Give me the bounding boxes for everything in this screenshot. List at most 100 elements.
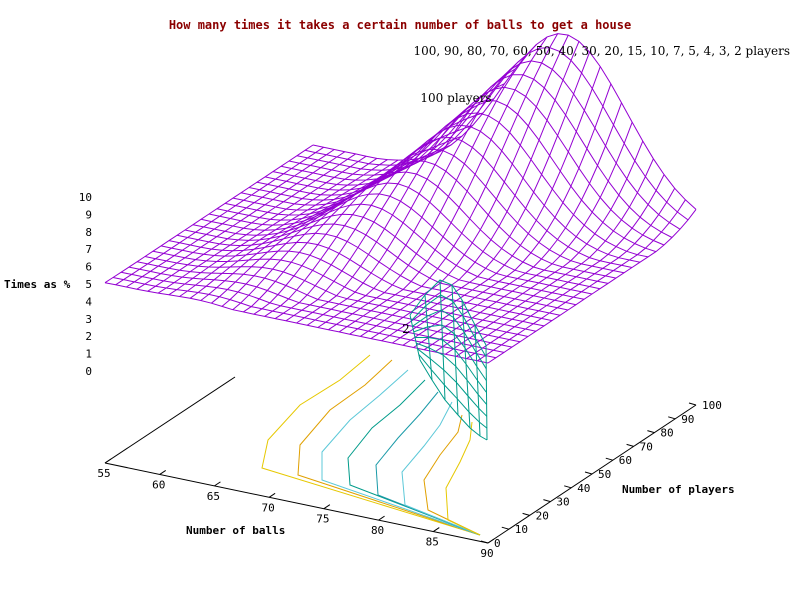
surface-line-balls <box>157 155 367 294</box>
surface-line-balls <box>317 55 527 328</box>
y-tick-mark <box>564 485 572 489</box>
surface-line-balls <box>243 144 452 313</box>
surface-line-balls <box>306 68 516 326</box>
z-tick-label-10: 10 <box>79 191 92 204</box>
y-tick-mark <box>605 457 613 461</box>
surface-line-players <box>304 47 689 221</box>
surface-line-balls <box>168 157 378 296</box>
series-list-subtitle: 100, 90, 80, 70, 60, 50, 40, 30, 20, 15,… <box>413 44 790 58</box>
surface-line-balls <box>370 41 580 340</box>
x-tick-label-80: 80 <box>371 524 384 537</box>
y-tick-label-50: 50 <box>598 468 611 481</box>
z-tick-label-8: 8 <box>85 226 92 239</box>
surface-line-balls <box>221 155 431 307</box>
surface-line-balls <box>328 44 537 331</box>
surface-line-balls <box>104 144 314 284</box>
x-tick-mark <box>378 515 385 521</box>
y-tick-mark <box>626 443 634 447</box>
z-tick-label-3: 3 <box>85 313 92 326</box>
surface-line-balls <box>423 122 633 351</box>
surface-line-balls <box>253 135 463 315</box>
surface-line-balls <box>115 146 324 286</box>
surface-line-balls <box>349 33 559 335</box>
floor-contour-line <box>347 379 481 536</box>
x-tick-mark <box>159 470 166 475</box>
ridge-line <box>461 299 471 429</box>
x-tick-label-55: 55 <box>97 467 110 480</box>
x-tick-mark <box>104 458 112 464</box>
y-tick-mark <box>668 416 676 420</box>
y-tick-label-0: 0 <box>494 537 501 550</box>
ridge-line <box>474 324 481 437</box>
z-axis-label: Times as % <box>4 278 71 291</box>
z-tick-label-0: 0 <box>85 365 92 378</box>
y-axis-label: Number of players <box>622 483 735 496</box>
y-tick-mark <box>584 471 593 475</box>
surface-line-balls <box>232 150 441 311</box>
z-tick-label-6: 6 <box>85 261 92 274</box>
surface-line-balls <box>264 125 473 317</box>
y-tick-mark <box>543 499 551 503</box>
x-tick-label-75: 75 <box>316 513 329 526</box>
y-tick-mark <box>688 402 697 406</box>
ridge-line <box>409 314 421 361</box>
floor-contour-line <box>401 401 481 536</box>
floor-contour-line <box>423 414 481 536</box>
surface-line-balls <box>466 188 676 360</box>
surface-line-balls <box>477 199 686 362</box>
y-tick-label-100: 100 <box>702 399 722 412</box>
x-tick-mark <box>487 538 495 544</box>
floor-contour-line <box>321 369 481 536</box>
chart-title: How many times it takes a certain number… <box>168 18 632 32</box>
surface-line-balls <box>413 102 622 348</box>
x-tick-label-85: 85 <box>426 536 439 549</box>
surface-line-balls <box>338 36 548 333</box>
surface-key-label: 100 players <box>420 91 492 105</box>
y-tick-mark <box>480 540 489 544</box>
surface-line-balls <box>136 151 346 290</box>
x-tick-label-65: 65 <box>207 490 220 503</box>
floor-contour-line <box>375 391 481 536</box>
y-tick-mark <box>501 526 509 530</box>
y-tick-label-40: 40 <box>577 482 590 495</box>
x-tick-mark <box>268 492 276 498</box>
y-tick-label-30: 30 <box>556 496 569 509</box>
y-tick-label-80: 80 <box>660 427 673 440</box>
x-tick-mark <box>214 481 221 487</box>
z-tick-label-2: 2 <box>85 330 92 343</box>
z-tick-label-9: 9 <box>85 208 92 221</box>
x-tick-mark <box>433 527 440 532</box>
x-tick-label-90: 90 <box>480 547 493 560</box>
surface-line-balls <box>434 140 644 353</box>
surface-line-balls <box>381 51 591 342</box>
series-label-2: 2 <box>402 322 410 336</box>
y-tick-mark <box>522 512 530 516</box>
left-floor-edge <box>104 376 236 464</box>
y-tick-label-70: 70 <box>640 440 653 453</box>
y-tick-label-60: 60 <box>619 454 632 467</box>
surface-line-balls <box>126 149 335 288</box>
surface-line-balls <box>455 174 665 357</box>
y-tick-mark <box>647 430 655 434</box>
surface-line-balls <box>402 83 612 346</box>
z-tick-label-7: 7 <box>85 243 92 256</box>
z-tick-label-5: 5 <box>85 278 92 291</box>
surface-line-balls <box>296 83 505 324</box>
x-axis-label: Number of balls <box>186 524 286 537</box>
surface-line-balls <box>147 153 356 292</box>
surface-line-players <box>248 136 633 268</box>
surface-line-balls <box>189 159 399 299</box>
floor-contour-line <box>297 359 481 536</box>
ridge-line <box>424 294 433 381</box>
surface-line-balls <box>487 209 697 364</box>
floor-contour-line <box>261 354 481 536</box>
x-tick-label-70: 70 <box>262 501 275 514</box>
x-tick-label-60: 60 <box>152 478 165 491</box>
z-tick-label-4: 4 <box>85 295 92 308</box>
ridge-line <box>485 344 488 441</box>
y-tick-label-10: 10 <box>515 523 528 536</box>
floor-contour-line <box>445 421 481 536</box>
surface-line-balls <box>200 159 410 301</box>
